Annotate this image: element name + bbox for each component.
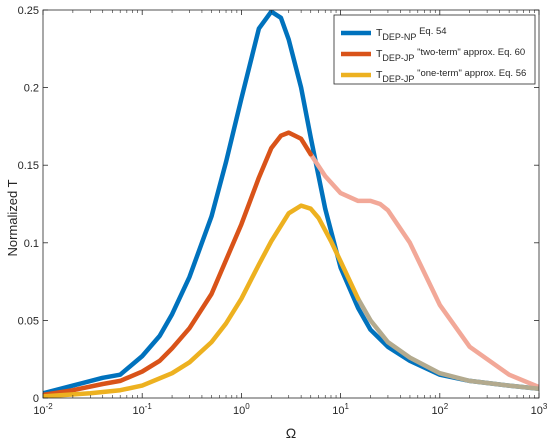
series-line-faded-1 [308,152,539,390]
x-tick-label: 10-1 [133,402,153,417]
series-line-2 [43,203,361,398]
x-tick-label: 101 [332,402,349,417]
legend-box [333,14,536,85]
y-tick-label: 0.1 [24,238,39,250]
x-tick-label: 102 [431,402,448,417]
x-tick-label: 103 [531,402,548,417]
x-tick-label: 10-2 [33,402,53,417]
legend-label-1: TDEP-JP "two-term" approx. Eq. 60 [376,47,525,63]
y-tick-label: 0 [33,393,39,405]
legend-label-0: TDEP-NP Eq. 54 [376,26,447,42]
x-tick-label: 100 [233,402,250,417]
y-tick-label: 0.15 [18,160,39,172]
plot-frame [42,9,540,399]
y-tick-label: 0.2 [24,83,39,95]
legend: TDEP-NP Eq. 54 TDEP-JP "two-term" approx.… [333,14,536,85]
x-axis-label: Ω [286,425,296,441]
series-line-0 [43,10,539,396]
y-tick-label: 0.25 [18,5,39,17]
y-axis-label: Normalized T [5,179,20,256]
series-line-1 [43,130,313,398]
y-tick-label: 0.05 [18,315,39,327]
series-lines [43,10,539,398]
series-line-faded-2 [355,296,539,391]
legend-label-2: TDEP-JP "one-term" approx. Eq. 56 [376,68,526,84]
